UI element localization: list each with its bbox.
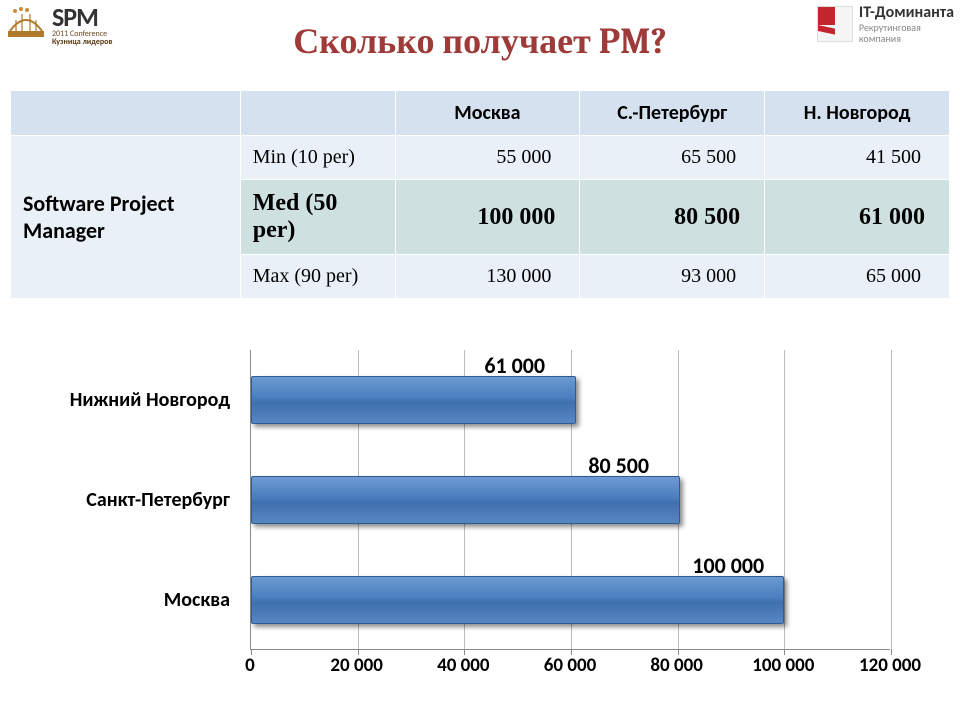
y-axis-label: Москва	[50, 588, 240, 612]
x-axis-label: 120 000	[859, 654, 921, 677]
x-axis-label: 40 000	[437, 654, 489, 677]
stat-label: Max (90 per)	[240, 255, 395, 299]
x-axis-label: 0	[245, 654, 255, 677]
y-axis-label: Нижний Новгород	[50, 388, 240, 412]
col-header: Н. Новгород	[765, 91, 950, 136]
table-header-row: Москва С.-Петербург Н. Новгород	[11, 91, 950, 136]
cell: 41 500	[765, 136, 950, 180]
logo-r-line1: IT-Доминанта	[859, 4, 954, 22]
table-row: Software Project Manager Min (10 per) 55…	[11, 136, 950, 180]
y-axis-label: Санкт-Петербург	[50, 488, 240, 512]
x-axis-label: 100 000	[752, 654, 814, 677]
x-axis-label: 80 000	[650, 654, 702, 677]
page-title: Сколько получает PM?	[0, 20, 960, 62]
role-label: Software Project Manager	[11, 136, 241, 299]
cell: 55 000	[395, 136, 580, 180]
x-axis-label: 20 000	[330, 654, 382, 677]
bar	[251, 376, 576, 424]
salary-chart: Нижний Новгород Санкт-Петербург Москва 61 …	[50, 350, 910, 690]
cell: 130 000	[395, 255, 580, 299]
cell: 80 500	[580, 180, 765, 255]
x-axis-label: 60 000	[544, 654, 596, 677]
salary-table: Москва С.-Петербург Н. Новгород Software…	[10, 90, 950, 299]
chart-x-labels: 020 00040 00060 00080 000100 000120 000	[250, 654, 910, 684]
cell: 65 500	[580, 136, 765, 180]
col-header: Москва	[395, 91, 580, 136]
stat-label: Med (50 per)	[240, 180, 395, 255]
bar-value-label: 80 500	[588, 452, 649, 479]
bar	[251, 476, 680, 524]
cell: 93 000	[580, 255, 765, 299]
gridline	[784, 350, 785, 649]
cell: 61 000	[765, 180, 950, 255]
cell: 65 000	[765, 255, 950, 299]
bar-value-label: 61 000	[484, 352, 545, 379]
cell: 100 000	[395, 180, 580, 255]
chart-y-labels: Нижний Новгород Санкт-Петербург Москва	[50, 350, 240, 650]
bar-value-label: 100 000	[692, 552, 764, 579]
col-header: С.-Петербург	[580, 91, 765, 136]
stat-label: Min (10 per)	[240, 136, 395, 180]
chart-plot-area: 61 000 80 500 100 000	[250, 350, 890, 650]
bar	[251, 576, 784, 624]
gridline	[891, 350, 892, 649]
